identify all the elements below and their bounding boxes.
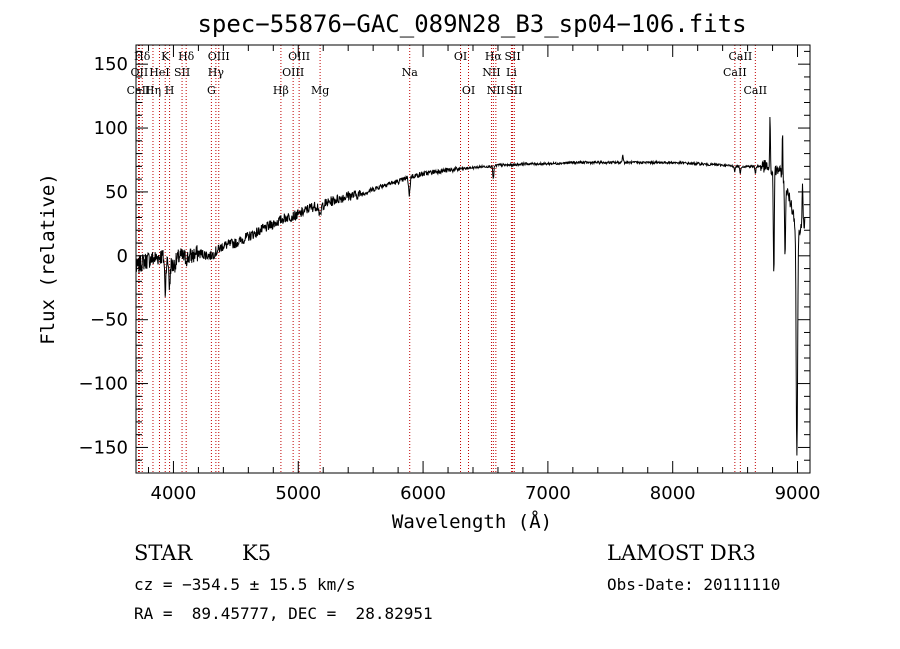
line-label: H: [165, 84, 175, 97]
line-label: CaII: [723, 66, 747, 79]
y-tick-label: 100: [94, 118, 128, 139]
line-label: Hη: [145, 84, 161, 97]
line-label: NII: [487, 84, 505, 97]
spectrum-line: [135, 116, 806, 456]
line-label: Hγ: [208, 66, 225, 79]
line-label: OIII: [208, 50, 230, 63]
x-tick-label: 5000: [275, 483, 321, 504]
y-tick-label: 0: [117, 246, 128, 267]
spectral-line-markers: [137, 45, 756, 473]
line-label: SII: [174, 66, 190, 79]
y-tick-label: −50: [90, 310, 128, 331]
line-label: CaII: [127, 84, 151, 97]
line-label: OI: [454, 50, 467, 63]
object-class: STAR: [134, 541, 193, 565]
ra-dec-coordinates: RA = 89.45777, DEC = 28.82951: [134, 604, 433, 623]
line-label: OIII: [282, 66, 304, 79]
line-label: Hα: [485, 50, 503, 63]
chart-title: spec−55876−GAC_089N28_B3_sp04−106.fits: [197, 10, 746, 38]
x-tick-label: 7000: [525, 483, 571, 504]
x-tick-label: 6000: [400, 483, 446, 504]
observation-date: Obs-Date: 20111110: [607, 575, 781, 594]
y-tick-label: −100: [79, 374, 128, 395]
line-label: K: [161, 50, 170, 63]
line-label: OII: [131, 66, 149, 79]
x-tick-label: 9000: [775, 483, 821, 504]
line-label: Hδ: [178, 50, 195, 63]
line-label: G: [207, 84, 216, 97]
x-tick-label: 4000: [151, 483, 197, 504]
line-label: OI: [462, 84, 475, 97]
y-tick-label: −150: [79, 437, 128, 458]
y-tick-label: 150: [94, 54, 128, 75]
line-label: NII: [482, 66, 500, 79]
line-label: HeI: [149, 66, 169, 79]
line-label: Na: [402, 66, 419, 79]
line-label: Mg: [311, 84, 329, 97]
axis-ticks: 4000 5000 6000 7000 8000 9000 150 100 50 0 −50 −100…: [79, 45, 821, 504]
plot-frame: [135, 44, 811, 474]
redshift-velocity: cz = −354.5 ± 15.5 km/s: [134, 575, 356, 594]
line-label: Hβ: [273, 84, 289, 97]
line-label: CaII: [729, 50, 753, 63]
line-label: Li: [506, 66, 517, 79]
line-label: SII: [506, 84, 522, 97]
line-label: CaII: [743, 84, 767, 97]
object-subclass: K5: [242, 541, 272, 565]
y-axis-label: Flux (relative): [37, 173, 59, 345]
x-tick-label: 8000: [650, 483, 696, 504]
line-label: SII: [504, 50, 520, 63]
survey-name: LAMOST DR3: [607, 541, 756, 565]
y-tick-label: 50: [105, 182, 128, 203]
x-axis-label: Wavelength (Å): [392, 510, 552, 533]
line-label: Hδ: [134, 50, 151, 63]
line-label: OIII: [288, 50, 310, 63]
